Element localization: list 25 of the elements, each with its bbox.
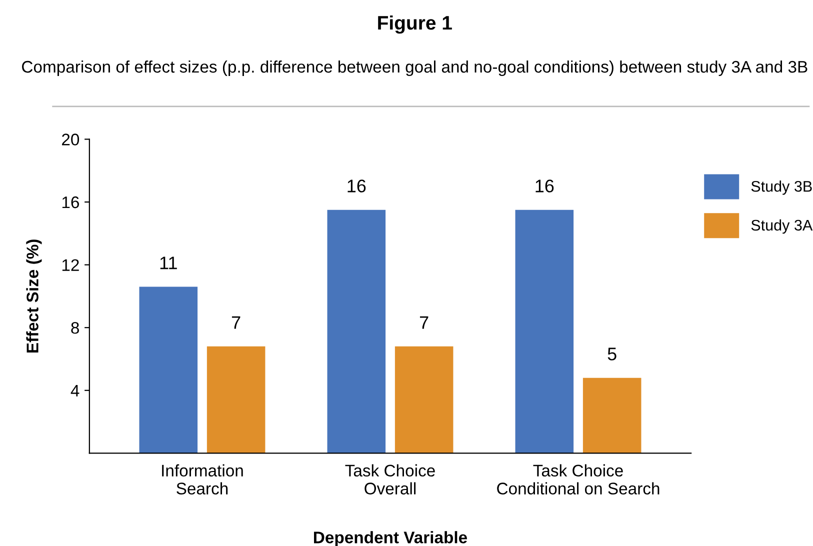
bar: [394, 346, 454, 454]
data-label: 11: [160, 256, 177, 270]
chart-subtitle: Comparison of effect sizes (p.p. difference between goal and no-goal conditions) between study 3A and 3B: [22, 60, 808, 76]
data-label: 16: [348, 180, 366, 192]
y-axis-title: Effect Size (%): [26, 240, 42, 353]
chart-title: Figure 1: [378, 15, 452, 34]
legend-label: Study 3B: [751, 180, 812, 195]
y-tick-label: 4: [70, 384, 80, 396]
bar: [582, 378, 642, 454]
data-label: 7: [420, 316, 428, 329]
data-label: 7: [232, 316, 240, 329]
x-tick-label: Information Search: [162, 464, 243, 494]
legend-label: Study 3A: [751, 219, 813, 234]
y-tick-label: 16: [62, 196, 79, 208]
y-tick-label: 8: [71, 322, 79, 334]
bar: [327, 210, 386, 454]
data-label: 16: [536, 180, 554, 192]
bar: [515, 210, 574, 454]
x-tick-label: Task Choice Overall: [345, 464, 435, 494]
y-tick-label: 20: [62, 134, 80, 146]
y-tick-label: 12: [62, 259, 79, 271]
bar: [206, 346, 266, 454]
data-label: 5: [608, 348, 616, 360]
bar: [139, 286, 198, 454]
x-tick-label: Task Choice Conditional on Search: [497, 464, 660, 494]
